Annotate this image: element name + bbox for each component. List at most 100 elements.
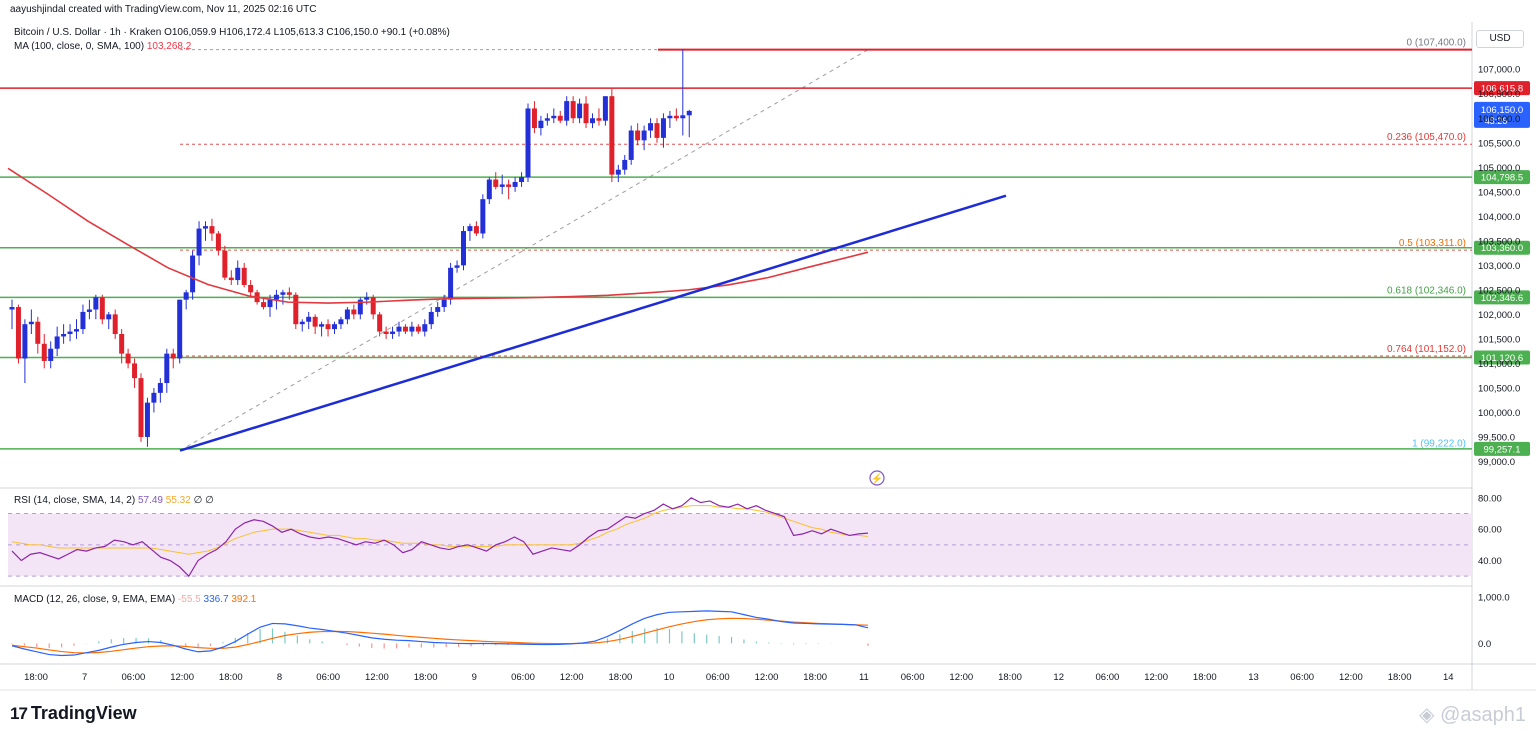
grid [0, 22, 1536, 691]
time-axis: 18:00 7 06:00 12:00 18:00 8 06:00 12:00 18:00 9 06… [24, 672, 1453, 683]
candle-body [531, 108, 537, 129]
candle-body [138, 378, 144, 437]
time-tick: 13 [1248, 672, 1259, 683]
candle-body [164, 353, 170, 384]
candle-body [80, 311, 86, 330]
level-value: 103,360.0 [1481, 243, 1523, 254]
tradingview-logo-icon: 17 [10, 703, 28, 723]
time-tick: 12 [1053, 672, 1064, 683]
candle-body [390, 331, 396, 334]
candle-body [467, 226, 473, 232]
candle-body [319, 324, 325, 327]
candle-body [41, 343, 47, 361]
price-tick: 102,000.0 [1478, 310, 1520, 321]
support-resistance-levels: 106,615.8 104,798.5 103,360.0 102,346.6 101,… [0, 81, 1530, 456]
candle-body [93, 297, 99, 310]
candle-body [293, 294, 299, 325]
candle-body [402, 326, 408, 332]
ma-legend[interactable]: MA (100, close, 0, SMA, 100) 103,268.2 [14, 41, 191, 52]
level-badge [1474, 290, 1530, 305]
candle-body [519, 177, 525, 182]
trend-polyline [179, 194, 1007, 452]
ma-polyline [7, 167, 869, 304]
price-tick: 106,000.0 [1478, 114, 1520, 125]
macd-legend[interactable]: MACD (12, 26, close, 9, EMA, EMA) -55.5 … [14, 594, 256, 605]
time-tick: 06:00 [511, 672, 535, 683]
time-tick: 10 [664, 672, 675, 683]
time-tick: 06:00 [706, 672, 730, 683]
time-tick: 18:00 [998, 672, 1022, 683]
candle-body [538, 120, 544, 129]
candle-body [486, 179, 492, 200]
candle-body [480, 199, 486, 234]
time-tick: 12:00 [1144, 672, 1168, 683]
candle-body [54, 336, 60, 349]
binance-square-icon: ◈ [1419, 704, 1435, 726]
candle-body [177, 299, 183, 359]
watermark: ◈ @asaph1 [1419, 702, 1526, 727]
candle-body [261, 302, 267, 308]
symbol-name[interactable]: Bitcoin / U.S. Dollar · 1h · Kraken [14, 27, 162, 38]
candle-body [680, 115, 686, 119]
price-tick: 106,500.0 [1478, 89, 1520, 100]
candle-body [609, 96, 615, 175]
candle-body [74, 329, 79, 332]
candle-body [267, 299, 273, 308]
candle-body [99, 297, 105, 320]
candle-body [622, 159, 628, 170]
candle-body [22, 324, 28, 359]
rsi-value-3: ∅ ∅ [193, 495, 214, 506]
candle-body [673, 115, 679, 119]
candle-body [112, 314, 118, 334]
level-badge [1474, 441, 1530, 456]
price-tick: 103,000.0 [1478, 261, 1520, 272]
price-tick: 101,000.0 [1478, 359, 1520, 370]
candle-body [448, 267, 454, 300]
candle-body [119, 334, 125, 354]
price-tick: 104,500.0 [1478, 187, 1520, 198]
author-line: aayushjindal created with TradingView.co… [10, 4, 317, 15]
time-tick: 12:00 [170, 672, 194, 683]
macd-value-3: 392.1 [231, 594, 257, 605]
watermark-text: @asaph1 [1440, 704, 1526, 726]
level-value: 99,257.1 [1484, 444, 1521, 455]
candle-body [461, 231, 466, 266]
candle-body [312, 316, 318, 327]
candle-body [667, 115, 673, 119]
level-value: 101,120.6 [1481, 353, 1523, 364]
price-tick: 105,000.0 [1478, 163, 1520, 174]
time-tick: 18:00 [1388, 672, 1412, 683]
time-tick: 12:00 [949, 672, 973, 683]
time-tick: 8 [277, 672, 282, 683]
currency-badge[interactable]: USD [1476, 30, 1524, 48]
tradingview-brand[interactable]: 17 TradingView [10, 703, 137, 724]
candle-body [67, 331, 73, 334]
time-tick: 06:00 [901, 672, 925, 683]
candle-body [641, 130, 647, 141]
time-tick: 12:00 [755, 672, 779, 683]
price-tick: 100,000.0 [1478, 408, 1520, 419]
candle-body [544, 118, 550, 121]
fib-label: 1 (99,222.0) [1412, 439, 1466, 450]
ma-value: 103,268.2 [146, 41, 192, 52]
candle-body [228, 277, 234, 281]
fib-label: 0.5 (103,311.0) [1399, 238, 1466, 249]
price-tick: 105,500.0 [1478, 138, 1520, 149]
ma-line [7, 167, 869, 304]
rsi-legend[interactable]: RSI (14, close, SMA, 14, 2) 57.49 55.32 … [14, 495, 214, 506]
candle-body [583, 103, 589, 124]
level-value: 102,346.6 [1481, 293, 1523, 304]
candle-body [564, 101, 570, 121]
macd-line [11, 610, 869, 657]
candle-body [428, 311, 434, 325]
candle-body [144, 402, 150, 437]
macd-tick: 1,000.0 [1478, 592, 1510, 603]
lightning-icon [869, 470, 885, 486]
macd-tick: 0.0 [1478, 639, 1491, 650]
candle-body [9, 307, 15, 310]
candle-body [396, 326, 402, 332]
candle-body [602, 96, 608, 121]
candle-body [357, 299, 363, 315]
candle-body [635, 130, 641, 141]
